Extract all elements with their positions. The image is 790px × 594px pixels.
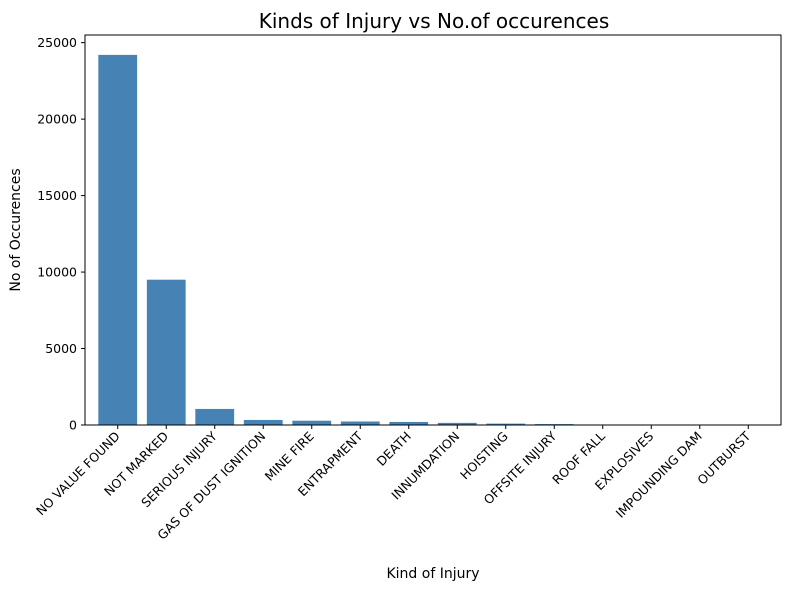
y-tick-label: 5000	[45, 341, 77, 356]
x-axis-label: Kind of Injury	[386, 566, 479, 582]
bars-group	[98, 55, 767, 425]
bar	[244, 420, 283, 425]
y-axis-label: No of Occurences	[8, 168, 24, 291]
y-tick-label: 0	[69, 418, 77, 433]
y-tick-label: 25000	[37, 35, 77, 50]
x-tick-label: OUTBURST	[694, 428, 753, 487]
bar	[292, 421, 331, 425]
plot-frame	[85, 35, 781, 425]
bar	[98, 55, 137, 425]
bar	[195, 409, 234, 425]
bar	[341, 421, 380, 425]
x-tick-label: IMPOUNDING DAM	[613, 429, 705, 521]
bar	[147, 280, 186, 425]
x-tick-label: DEATH	[373, 429, 413, 469]
chart-title: Kinds of Injury vs No.of occurences	[259, 9, 610, 33]
x-tick-label: NO VALUE FOUND	[33, 429, 123, 519]
y-axis: 0 5000 10000 15000 20000 25000	[37, 35, 85, 432]
y-tick-label: 10000	[37, 265, 77, 280]
y-tick-label: 15000	[37, 188, 77, 203]
y-tick-label: 20000	[37, 112, 77, 127]
